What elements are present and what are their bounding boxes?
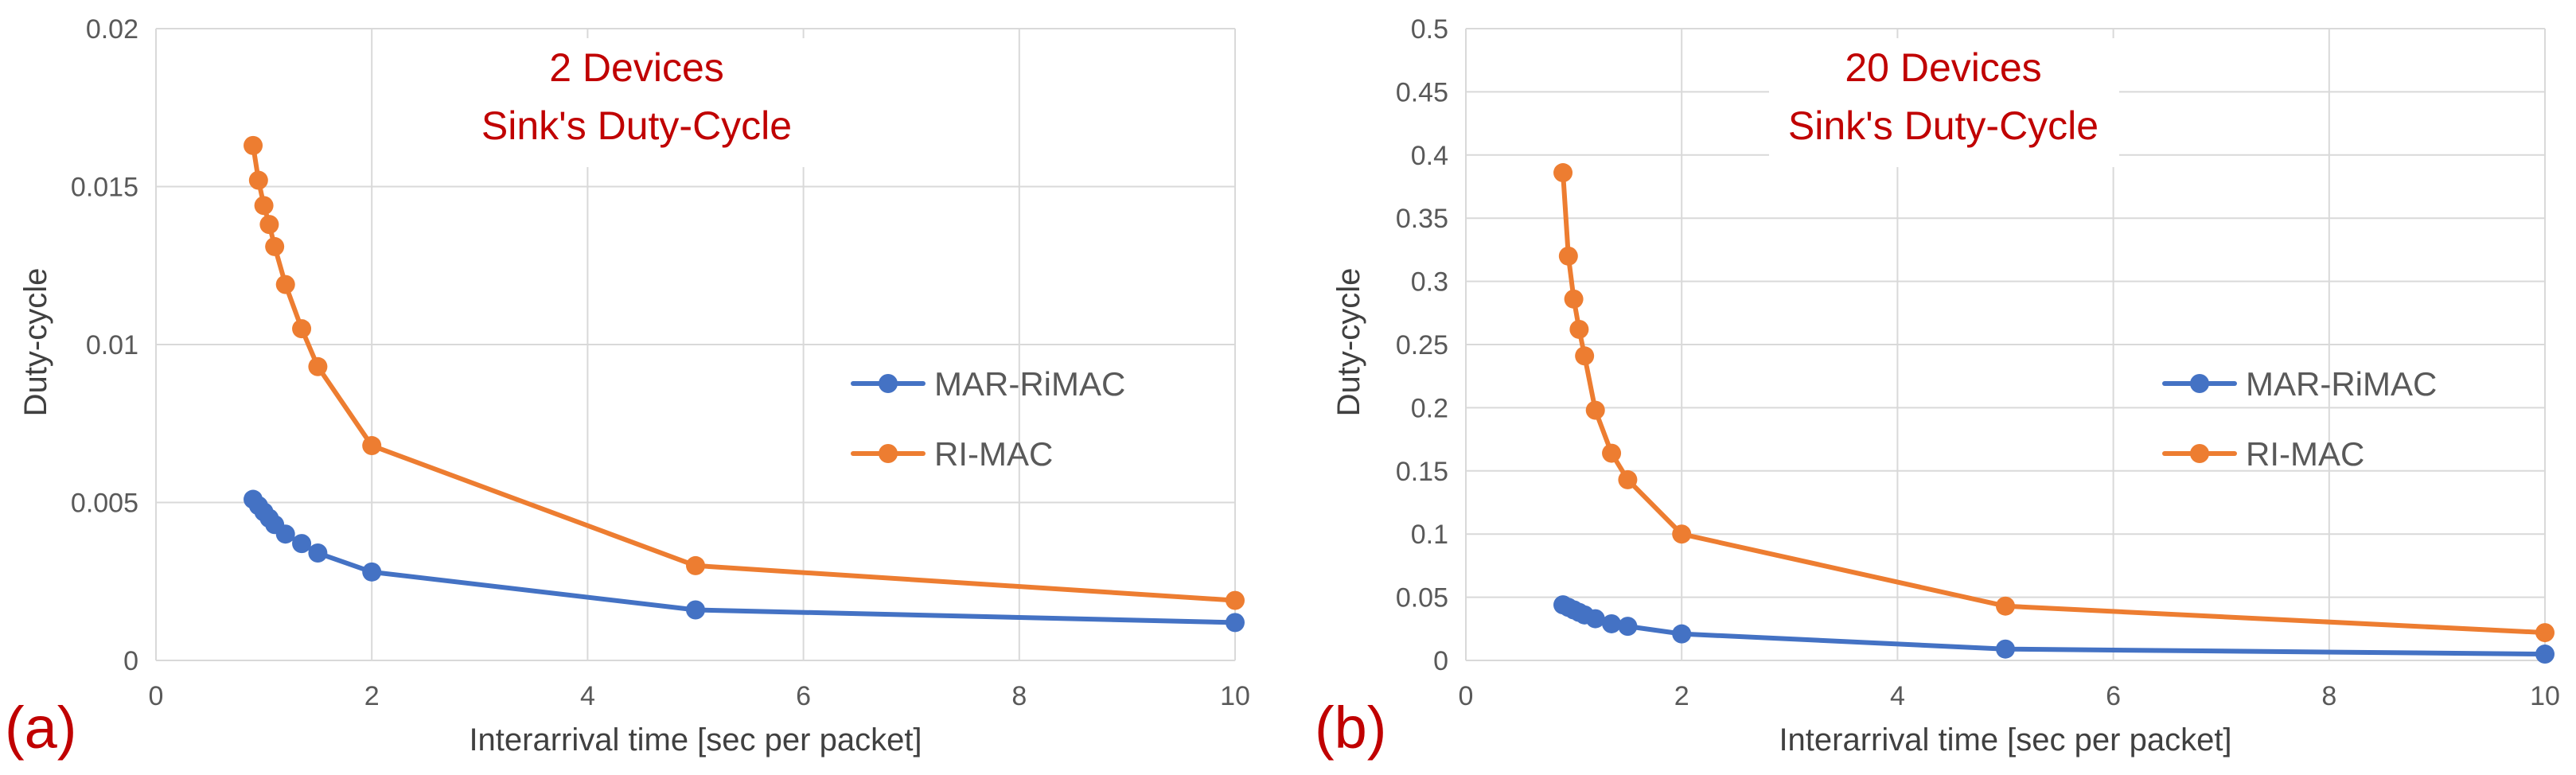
chart-title-line2: Sink's Duty-Cycle [481,103,792,148]
y-tick-label: 0.3 [1411,267,1448,298]
y-tick-label: 0.15 [1396,457,1448,487]
data-point [1602,443,1622,463]
x-tick-label: 0 [1459,681,1474,711]
chart-title-line1: 2 Devices [549,45,724,90]
data-point [1618,617,1638,637]
data-point [1564,289,1584,309]
data-point [686,600,705,620]
x-tick-label: 2 [364,681,380,711]
data-point [1585,609,1605,629]
data-point [1996,596,2015,616]
y-axis-label: Duty-cycle [18,268,53,417]
y-tick-label: 0.2 [1411,393,1448,423]
y-tick-label: 0.02 [86,14,138,45]
data-point [292,319,312,339]
data-point [2535,645,2555,664]
data-point [1226,613,1245,633]
x-axis-label: Interarrival time [sec per packet] [469,722,922,757]
chart-title-line1: 20 Devices [1845,45,2041,90]
y-tick-label: 0 [1433,646,1448,676]
y-tick-label: 0.015 [71,173,138,203]
y-axis-label: Duty-cycle [1331,268,1366,417]
data-point [308,356,328,376]
panel-label: (a) [5,695,76,761]
data-point [248,170,268,190]
data-point [265,236,285,256]
y-tick-label: 0.1 [1411,520,1448,550]
y-tick-label: 0.05 [1396,583,1448,613]
legend-swatch-marker [879,374,898,393]
x-tick-label: 10 [1220,681,1250,711]
x-tick-label: 4 [1890,681,1905,711]
data-point [259,215,279,235]
data-point [244,135,263,155]
data-point [362,562,382,582]
panel-label: (b) [1315,695,1386,761]
data-point [1553,163,1573,183]
data-point [1996,639,2015,659]
y-tick-label: 0.5 [1411,14,1448,45]
data-point [1672,524,1692,544]
series-line-ri-mac [1561,170,2547,636]
x-tick-label: 2 [1674,681,1689,711]
data-point [1558,246,1578,266]
data-point [254,196,274,216]
data-point [1569,319,1589,339]
x-tick-label: 8 [2321,681,2336,711]
y-tick-label: 0 [123,646,138,676]
y-tick-label: 0.4 [1411,141,1448,171]
x-tick-label: 10 [2530,681,2560,711]
data-point [308,543,328,563]
series-line-mar-rimac [1561,602,2547,657]
chart-panel-a: 0 0.005 0.01 0.015 0.02 0 2 4 6 8 10 Interarrival t… [5,14,1250,761]
x-axis-label: Interarrival time [sec per packet] [1779,722,2231,757]
x-tick-label: 4 [580,681,595,711]
data-point [1226,590,1245,610]
title-background [474,38,824,167]
data-point [1575,346,1595,366]
legend-swatch-marker [879,444,898,463]
chart-panel-b: 0 0.05 0.1 0.15 0.2 0.25 0.3 0.35 0.4 0.45 0.5 0 2 4 6… [1315,14,2560,761]
x-tick-label: 6 [796,681,811,711]
y-tick-label: 0.005 [71,489,138,519]
x-tick-label: 8 [1011,681,1027,711]
legend-label: MAR-RiMAC [2246,365,2437,403]
legend-label: RI-MAC [934,435,1053,473]
x-tick-label: 0 [149,681,164,711]
y-tick-label: 0.35 [1396,204,1448,234]
chart-title-line2: Sink's Duty-Cycle [1788,103,2099,148]
data-point [2535,623,2555,643]
y-tick-label: 0.25 [1396,330,1448,360]
legend-swatch-marker [2190,444,2209,463]
x-tick-label: 6 [2106,681,2121,711]
data-point [686,555,705,575]
title-background [1769,38,2119,167]
data-point [275,524,295,544]
data-point [1672,624,1692,644]
data-point [362,436,382,456]
y-tick-label: 0.45 [1396,77,1448,107]
legend-label: RI-MAC [2246,435,2364,473]
data-point [292,534,312,554]
data-point [1618,469,1638,489]
legend-label: MAR-RiMAC [934,365,1125,403]
data-point [1602,613,1622,633]
data-point [1585,400,1605,420]
y-tick-label: 0.01 [86,330,138,360]
legend-swatch-marker [2190,374,2209,393]
data-point [275,275,295,294]
series-line-mar-rimac [251,497,1237,625]
